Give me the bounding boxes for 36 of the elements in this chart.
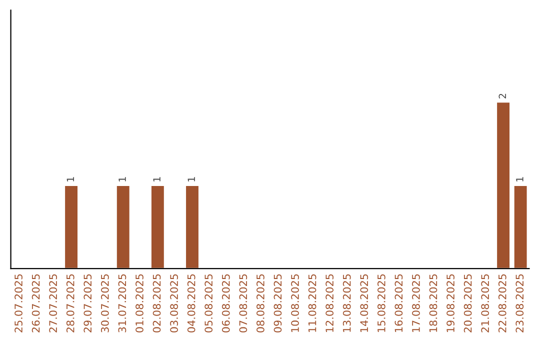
x-tick-label: 15.08.2025 [377, 274, 386, 332]
x-tick-label: 03.08.2025 [170, 274, 178, 332]
x-tick-label: 28.07.2025 [66, 274, 74, 332]
x-tick-label: 17.08.2025 [412, 274, 420, 332]
x-tick-label: 09.08.2025 [274, 274, 282, 332]
data-label: 1 [188, 177, 195, 182]
x-tick-label: 16.08.2025 [394, 274, 403, 332]
data-label: 1 [153, 177, 160, 182]
x-tick-label: 13.08.2025 [342, 274, 351, 332]
x-tick-label: 25.07.2025 [14, 274, 22, 332]
x-tick-label: 01.08.2025 [136, 274, 144, 332]
x-tick-label: 23.08.2025 [516, 274, 524, 332]
x-tick-label: 05.08.2025 [204, 274, 213, 332]
x-tick-label: 27.07.2025 [49, 274, 58, 332]
x-tick-label: 10.08.2025 [291, 274, 299, 332]
x-tick-label: 19.08.2025 [446, 274, 454, 332]
data-label: 1 [118, 177, 126, 182]
x-tick-label: 14.08.2025 [360, 274, 368, 332]
x-tick-label: 04.08.2025 [187, 274, 196, 332]
data-label: 1 [516, 177, 524, 182]
x-tick-label: 31.07.2025 [118, 274, 126, 332]
x-tick-label: 08.08.2025 [256, 274, 264, 332]
data-label: 2 [498, 94, 506, 98]
x-tick-label: 22.08.2025 [498, 274, 506, 332]
x-tick-label: 02.08.2025 [152, 274, 161, 332]
x-tick-label: 26.07.2025 [32, 274, 40, 332]
data-label: 1 [66, 177, 74, 182]
x-tick-label: 29.07.2025 [84, 274, 92, 332]
x-tick-label: 07.08.2025 [239, 274, 248, 332]
x-tick-label: 21.08.2025 [481, 274, 490, 332]
x-tick-label: 20.08.2025 [464, 274, 472, 332]
x-tick-label: 30.07.2025 [100, 274, 109, 332]
x-tick-label: 18.08.2025 [429, 274, 438, 332]
x-tick-label: 12.08.2025 [326, 274, 334, 332]
x-tick-label: 06.08.2025 [222, 274, 230, 332]
x-tick-label: 11.08.2025 [308, 274, 316, 332]
